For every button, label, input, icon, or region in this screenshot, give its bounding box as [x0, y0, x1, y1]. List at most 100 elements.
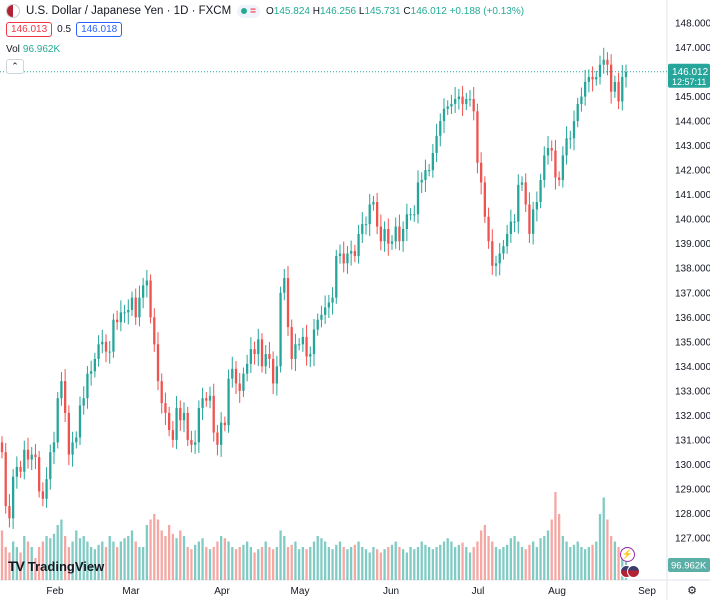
volume-bar: [353, 544, 357, 580]
buy-button[interactable]: 146.018: [76, 22, 123, 37]
candle-body: [346, 253, 349, 264]
volume-bar: [37, 547, 41, 580]
price-tick-label: 136.000: [675, 313, 710, 324]
candle: [264, 345, 267, 374]
volume-bar: [316, 536, 319, 580]
price-tick-label: 129.000: [675, 484, 710, 495]
volume-bar: [539, 538, 542, 580]
candle: [145, 269, 149, 298]
candle-body: [431, 152, 435, 171]
volume-bar: [182, 536, 186, 580]
volume-bar: [193, 544, 197, 580]
candle: [561, 146, 565, 188]
volume-bar: [372, 547, 375, 580]
candle: [509, 209, 513, 243]
candle-body: [413, 214, 416, 216]
candle-body: [71, 442, 74, 455]
candle: [602, 47, 605, 74]
volume-bar: [268, 547, 271, 580]
volume-bar: [190, 549, 193, 580]
candle: [164, 392, 167, 425]
candle: [528, 192, 531, 243]
volume-bar: [461, 542, 464, 580]
volume-bar: [11, 541, 15, 580]
volume-bar: [621, 549, 624, 580]
candle-body: [283, 278, 286, 293]
candle: [15, 456, 19, 489]
candle: [279, 286, 282, 373]
candle-body: [450, 103, 453, 107]
candle-body: [569, 138, 572, 140]
candle: [338, 244, 342, 264]
candle-body: [379, 226, 383, 242]
candle: [297, 338, 301, 351]
candle: [208, 386, 212, 409]
candle: [78, 396, 82, 446]
candle: [323, 295, 327, 324]
candle: [130, 291, 134, 317]
volume-bar: [491, 541, 494, 580]
price-ticks: 148.000147.000146.000145.000144.000143.0…: [675, 19, 710, 545]
candle: [193, 430, 197, 454]
volume-bar: [591, 544, 594, 580]
candle-body: [26, 449, 30, 460]
candle: [502, 240, 505, 260]
candle: [89, 360, 93, 386]
volume-bar: [338, 541, 342, 580]
volume-bar: [323, 541, 327, 580]
market-status-pill[interactable]: =: [237, 4, 261, 18]
gear-icon[interactable]: ⚙: [687, 585, 697, 597]
symbol-title[interactable]: U.S. Dollar / Japanese Yen · 1D · FXCM: [26, 5, 232, 17]
candle: [472, 87, 475, 121]
volume-bar: [442, 541, 446, 580]
candle: [424, 159, 427, 192]
volume-bar: [390, 544, 394, 580]
candle: [572, 110, 576, 151]
volume-bar: [520, 547, 524, 580]
candle: [435, 123, 438, 163]
price-tick-label: 141.000: [675, 190, 710, 201]
volume-legend[interactable]: Vol 96.962K: [6, 44, 61, 55]
candle: [461, 86, 464, 116]
candle-body: [535, 202, 539, 210]
candle-body: [513, 221, 516, 223]
spread-value: 0.5: [57, 24, 72, 35]
candle: [446, 100, 449, 115]
lightning-icon[interactable]: ⚡: [620, 547, 635, 562]
candle: [56, 392, 59, 449]
us-events-icon[interactable]: [620, 565, 642, 578]
bid-ask-panel: 146.013 0.5 146.018: [6, 22, 123, 37]
tradingview-logo[interactable]: TV TradingView: [8, 558, 104, 574]
candle-body: [572, 121, 576, 139]
volume-bar: [361, 547, 364, 580]
candle: [34, 444, 37, 470]
candle: [134, 288, 137, 325]
logo-text: TradingView: [27, 558, 105, 574]
candle: [398, 214, 401, 251]
candle: [8, 494, 11, 528]
candle: [227, 369, 230, 433]
price-axis-bg: [667, 0, 710, 600]
volume-bar: [569, 547, 572, 580]
candle-body: [34, 454, 37, 458]
candle: [108, 341, 111, 364]
candle: [624, 64, 628, 88]
volume-bar: [606, 519, 609, 580]
candle: [401, 221, 405, 252]
candle-body: [249, 349, 253, 364]
candle-body: [446, 106, 449, 109]
candle-body: [78, 405, 82, 438]
sell-button[interactable]: 146.013: [6, 22, 53, 37]
candle: [409, 208, 412, 221]
candle: [253, 341, 256, 365]
candle: [524, 173, 527, 213]
candle: [63, 369, 67, 422]
collapse-legend-button[interactable]: ⌃: [6, 59, 24, 74]
volume-bar: [349, 547, 353, 580]
candle-body: [401, 229, 405, 242]
volume-bar: [286, 547, 290, 580]
candle-body: [134, 297, 137, 318]
volume-bar: [45, 536, 48, 580]
volume-bar: [290, 544, 293, 580]
